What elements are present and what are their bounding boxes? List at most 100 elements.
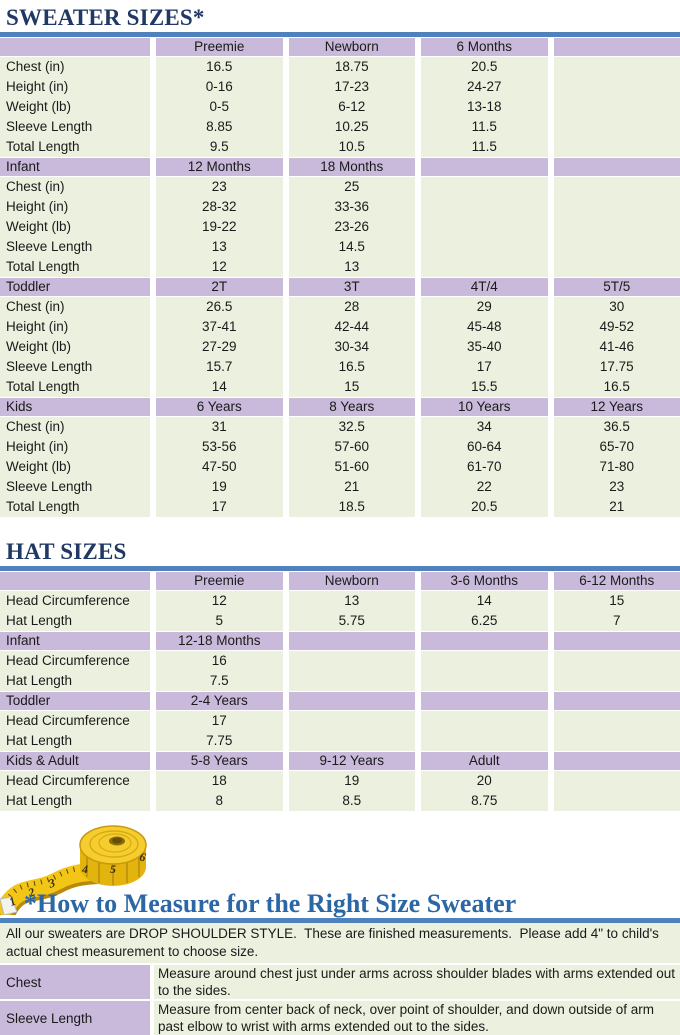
column-header-cell xyxy=(553,751,680,771)
value-cell: 5 xyxy=(156,611,283,631)
value-cell: 16.5 xyxy=(553,377,680,397)
value-cell: 9.5 xyxy=(156,137,283,157)
measure-intro-text: All our sweaters are DROP SHOULDER STYLE… xyxy=(0,923,680,963)
section-label-cell: Infant xyxy=(0,157,150,177)
value-cell: 15 xyxy=(288,377,415,397)
column-header-cell: 10 Years xyxy=(421,397,548,417)
measure-description: Measure around chest just under arms acr… xyxy=(154,965,680,999)
value-cell xyxy=(553,217,680,237)
table-row: Height (in) 0-16 17-23 24-27 xyxy=(0,77,680,97)
table-row: Head Circumference 12 13 14 15 xyxy=(0,591,680,611)
section-label-cell: Toddler xyxy=(0,277,150,297)
value-cell xyxy=(288,671,415,691)
sweater-sizes-title: SWEATER SIZES* xyxy=(6,5,205,30)
table-row: Chest (in) 31 32.5 34 36.5 xyxy=(0,417,680,437)
value-cell: 18 xyxy=(156,771,283,791)
column-header-cell: 12-18 Months xyxy=(156,631,283,651)
column-header-cell xyxy=(553,631,680,651)
table-row: Total Length 17 18.5 20.5 21 xyxy=(0,497,680,517)
column-header-cell: Adult xyxy=(421,751,548,771)
blue-divider-rule xyxy=(0,566,680,571)
row-label-cell: Sleeve Length xyxy=(0,237,150,257)
value-cell: 10.25 xyxy=(288,117,415,137)
column-header-cell xyxy=(553,157,680,177)
value-cell: 14 xyxy=(156,377,283,397)
value-cell: 47-50 xyxy=(156,457,283,477)
column-header-cell xyxy=(421,157,548,177)
column-header-cell: 8 Years xyxy=(288,397,415,417)
column-header-cell xyxy=(553,691,680,711)
section-header-row: Preemie Newborn 6 Months xyxy=(0,37,680,57)
column-header-cell: 6 Months xyxy=(421,37,548,57)
column-header-cell: Newborn xyxy=(288,37,415,57)
value-cell: 49-52 xyxy=(553,317,680,337)
value-cell: 17-23 xyxy=(288,77,415,97)
section-label-cell: Kids xyxy=(0,397,150,417)
value-cell: 53-56 xyxy=(156,437,283,457)
value-cell: 5.75 xyxy=(288,611,415,631)
table-row: Head Circumference 16 xyxy=(0,651,680,671)
column-header-cell xyxy=(421,691,548,711)
table-row: Height (in) 37-41 42-44 45-48 49-52 xyxy=(0,317,680,337)
section-header-row: Kids & Adult 5-8 Years 9-12 Years Adult xyxy=(0,751,680,771)
value-cell: 13-18 xyxy=(421,97,548,117)
value-cell xyxy=(421,651,548,671)
value-cell: 7.75 xyxy=(156,731,283,751)
row-label-cell: Height (in) xyxy=(0,77,150,97)
table-row: Hat Length 7.5 xyxy=(0,671,680,691)
value-cell xyxy=(553,177,680,197)
section-label-cell: Toddler xyxy=(0,691,150,711)
value-cell: 20.5 xyxy=(421,57,548,77)
value-cell xyxy=(553,791,680,811)
row-label-cell: Weight (lb) xyxy=(0,217,150,237)
value-cell: 14 xyxy=(421,591,548,611)
value-cell: 13 xyxy=(156,237,283,257)
row-label-cell: Height (in) xyxy=(0,197,150,217)
section-header-row: Preemie Newborn 3-6 Months 6-12 Months xyxy=(0,571,680,591)
value-cell: 60-64 xyxy=(421,437,548,457)
section-header-row: Kids 6 Years 8 Years 10 Years 12 Years xyxy=(0,397,680,417)
value-cell xyxy=(553,671,680,691)
row-label-cell: Head Circumference xyxy=(0,771,150,791)
row-label-cell: Hat Length xyxy=(0,611,150,631)
blue-divider-rule xyxy=(0,32,680,37)
measure-row-sleeve-length: Sleeve Length Measure from center back o… xyxy=(0,1001,680,1035)
value-cell xyxy=(288,651,415,671)
value-cell: 17.75 xyxy=(553,357,680,377)
value-cell: 16 xyxy=(156,651,283,671)
column-header-cell: Preemie xyxy=(156,37,283,57)
row-label-cell: Hat Length xyxy=(0,731,150,751)
table-row: Head Circumference 18 19 20 xyxy=(0,771,680,791)
row-label-cell: Chest (in) xyxy=(0,57,150,77)
value-cell xyxy=(421,217,548,237)
value-cell xyxy=(553,651,680,671)
value-cell: 31 xyxy=(156,417,283,437)
column-header-cell: Newborn xyxy=(288,571,415,591)
value-cell: 36.5 xyxy=(553,417,680,437)
value-cell: 11.5 xyxy=(421,137,548,157)
how-to-measure-title: *How to Measure for the Right Size Sweat… xyxy=(24,889,517,918)
row-label-cell: Head Circumference xyxy=(0,651,150,671)
table-row: Total Length 9.5 10.5 11.5 xyxy=(0,137,680,157)
value-cell: 27-29 xyxy=(156,337,283,357)
column-header-cell: 5T/5 xyxy=(553,277,680,297)
value-cell: 32.5 xyxy=(288,417,415,437)
table-row: Sleeve Length 19 21 22 23 xyxy=(0,477,680,497)
row-label-cell: Sleeve Length xyxy=(0,357,150,377)
row-label-cell: Weight (lb) xyxy=(0,457,150,477)
value-cell: 71-80 xyxy=(553,457,680,477)
table-row: Sleeve Length 8.85 10.25 11.5 xyxy=(0,117,680,137)
tape-measure-icon: 123 4 5 6 xyxy=(0,825,147,915)
row-label-cell: Hat Length xyxy=(0,671,150,691)
column-header-cell: 2T xyxy=(156,277,283,297)
value-cell: 19-22 xyxy=(156,217,283,237)
table-row: Weight (lb) 47-50 51-60 61-70 71-80 xyxy=(0,457,680,477)
value-cell: 15.7 xyxy=(156,357,283,377)
value-cell: 6-12 xyxy=(288,97,415,117)
section-header-row: Toddler 2T 3T 4T/4 5T/5 xyxy=(0,277,680,297)
row-label-cell: Sleeve Length xyxy=(0,117,150,137)
value-cell: 25 xyxy=(288,177,415,197)
column-header-cell: 6 Years xyxy=(156,397,283,417)
